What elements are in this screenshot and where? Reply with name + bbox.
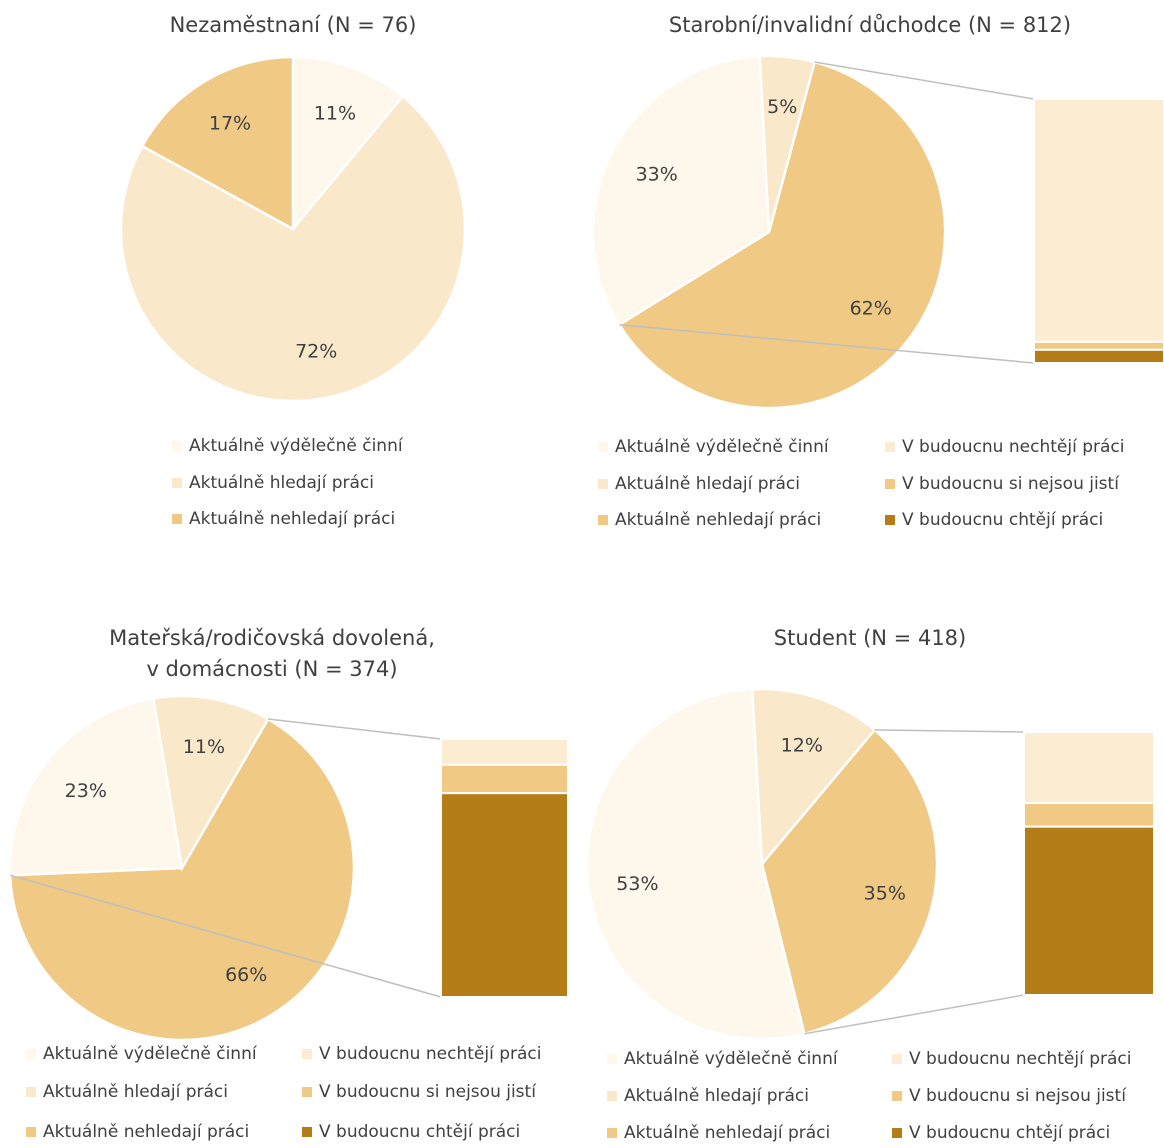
bar-segment-future-no bbox=[1023, 731, 1155, 805]
bar-segment-future-yes bbox=[440, 792, 569, 998]
pie-slice-not-seeking bbox=[760, 728, 939, 1036]
legend-label-future-unsure: V budoucnu si nejsou jistí bbox=[902, 474, 1120, 494]
pie-slice-not-seeking bbox=[8, 717, 356, 1042]
connector-line-top bbox=[267, 718, 442, 740]
legend-swatch-not-seeking bbox=[598, 515, 608, 525]
legend-label-future-unsure: V budoucnu si nejsou jistí bbox=[319, 1082, 537, 1102]
chart-title: Nezaměstnaní (N = 76) bbox=[170, 13, 417, 37]
legend-label-seeking: Aktuálně hledají práci bbox=[624, 1086, 809, 1106]
chart-panel-1: Nezaměstnaní (N = 76) 11% 72% 17% Aktuálně v… bbox=[119, 13, 467, 529]
connector-line-bottom bbox=[619, 323, 1035, 364]
connector-line-top bbox=[814, 61, 1035, 100]
legend-label-employed: Aktuálně výdělečně činní bbox=[615, 437, 830, 457]
pie-slice-employed bbox=[585, 687, 806, 1041]
pie-data-label: 12% bbox=[781, 734, 823, 756]
pie-slice-employed bbox=[8, 696, 184, 877]
bar-segment-future-unsure bbox=[440, 763, 569, 795]
pie-data-label: 66% bbox=[225, 964, 267, 986]
pie-slice-not-seeking bbox=[140, 55, 295, 232]
pie-data-label: 5% bbox=[767, 96, 797, 118]
pie-data-label: 33% bbox=[636, 163, 678, 185]
pie-slice-seeking bbox=[750, 687, 877, 868]
pie-slice-employed bbox=[291, 55, 405, 233]
legend-label-future-yes: V budoucnu chtějí práci bbox=[909, 1123, 1110, 1143]
pie-data-label: 11% bbox=[314, 103, 356, 125]
legend-swatch-not-seeking bbox=[26, 1127, 36, 1137]
connector-line-bottom bbox=[804, 994, 1025, 1035]
bar-segment-future-unsure bbox=[1023, 802, 1155, 828]
chart-panel-3: Mateřská/rodičovská dovolená, v domácnost… bbox=[8, 626, 569, 1142]
chart-title: Starobní/invalidní důchodce (N = 812) bbox=[669, 13, 1071, 37]
legend-swatch-employed bbox=[607, 1054, 617, 1064]
legend-swatch-future-yes bbox=[885, 515, 895, 525]
legend-swatch-future-unsure bbox=[892, 1091, 902, 1101]
legend-label-future-unsure: V budoucnu si nejsou jistí bbox=[909, 1086, 1127, 1106]
legend-label-employed: Aktuálně výdělečně činní bbox=[43, 1044, 258, 1064]
pie-slice-employed bbox=[591, 54, 771, 327]
pie-data-label: 35% bbox=[864, 882, 906, 904]
chart-panel-4: Student (N = 418) 35% 53% 12% Aktuálně výděl… bbox=[585, 626, 1155, 1143]
chart-title-line: Starobní/invalidní důchodce (N = 812) bbox=[669, 13, 1071, 37]
bar-segment-future-no bbox=[1033, 98, 1164, 343]
legend-label-not-seeking: Aktuálně nehledají práci bbox=[624, 1123, 830, 1143]
legend-label-future-yes: V budoucnu chtějí práci bbox=[319, 1122, 520, 1142]
chart-title-line: Mateřská/rodičovská dovolená, bbox=[109, 626, 435, 650]
bar-segment-future-yes bbox=[1033, 348, 1164, 364]
legend-label-future-yes: V budoucnu chtějí práci bbox=[902, 510, 1103, 530]
legend-swatch-seeking bbox=[598, 479, 608, 489]
legend-swatch-future-no bbox=[892, 1054, 902, 1064]
legend-label-future-no: V budoucnu nechtějí práci bbox=[319, 1044, 541, 1064]
connector-line-top bbox=[874, 729, 1025, 733]
legend-swatch-seeking bbox=[172, 478, 182, 488]
legend-swatch-not-seeking bbox=[607, 1128, 617, 1138]
legend-label-seeking: Aktuálně hledají práci bbox=[189, 473, 374, 493]
connector-line-bottom bbox=[9, 874, 442, 998]
legend-swatch-future-unsure bbox=[302, 1087, 312, 1097]
chart-title: Mateřská/rodičovská dovolená, v domácnost… bbox=[109, 626, 435, 681]
bar-segment-future-no bbox=[440, 738, 569, 766]
legend-swatch-future-no bbox=[302, 1049, 312, 1059]
legend-swatch-employed bbox=[26, 1049, 36, 1059]
chart-title: Student (N = 418) bbox=[774, 626, 966, 650]
legend-label-not-seeking: Aktuálně nehledají práci bbox=[43, 1122, 249, 1142]
chart-title-line: Nezaměstnaní (N = 76) bbox=[170, 13, 417, 37]
pie-data-label: 62% bbox=[850, 298, 892, 320]
pie-data-label: 53% bbox=[616, 873, 658, 895]
pie-slice-seeking bbox=[119, 94, 467, 403]
pie-data-label: 11% bbox=[183, 736, 225, 758]
bar-segment-future-unsure bbox=[1033, 340, 1164, 351]
legend-swatch-future-yes bbox=[892, 1128, 902, 1138]
legend-label-future-no: V budoucnu nechtějí práci bbox=[902, 437, 1124, 457]
legend-swatch-seeking bbox=[607, 1091, 617, 1101]
legend-swatch-not-seeking bbox=[172, 514, 182, 524]
legend-swatch-seeking bbox=[26, 1087, 36, 1097]
pie-data-label: 17% bbox=[209, 112, 251, 134]
pie-data-label: 72% bbox=[295, 341, 337, 363]
legend-label-seeking: Aktuálně hledají práci bbox=[615, 474, 800, 494]
chart-title-line: v domácnosti (N = 374) bbox=[146, 657, 397, 681]
legend-label-future-no: V budoucnu nechtějí práci bbox=[909, 1049, 1131, 1069]
legend-label-employed: Aktuálně výdělečně činní bbox=[624, 1049, 839, 1069]
legend-swatch-future-no bbox=[885, 442, 895, 452]
legend-swatch-future-unsure bbox=[885, 479, 895, 489]
legend-label-not-seeking: Aktuálně nehledají práci bbox=[189, 509, 395, 529]
pie-data-label: 23% bbox=[65, 780, 107, 802]
legend-label-employed: Aktuálně výdělečně činní bbox=[189, 436, 404, 456]
pie-slice-seeking bbox=[758, 54, 817, 233]
legend-swatch-employed bbox=[172, 441, 182, 451]
pie-slice-seeking bbox=[151, 694, 270, 872]
legend-swatch-employed bbox=[598, 442, 608, 452]
legend-label-seeking: Aktuálně hledají práci bbox=[43, 1082, 228, 1102]
pie-slice-not-seeking bbox=[617, 60, 947, 410]
legend-swatch-future-yes bbox=[302, 1127, 312, 1137]
legend-label-not-seeking: Aktuálně nehledají práci bbox=[615, 510, 821, 530]
chart-title-line: Student (N = 418) bbox=[774, 626, 966, 650]
bar-segment-future-yes bbox=[1023, 825, 1155, 996]
chart-panel-2: Starobní/invalidní důchodce (N = 812) 62%… bbox=[591, 13, 1164, 530]
